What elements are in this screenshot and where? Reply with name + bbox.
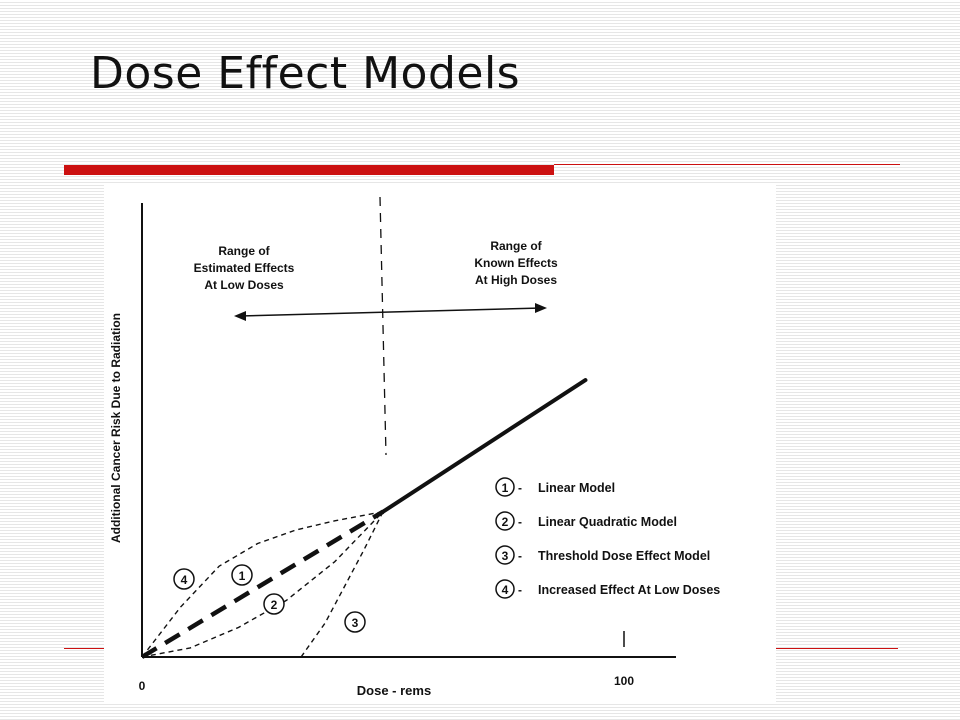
footer-rule-left	[64, 648, 104, 649]
legend-dash-1: -	[518, 481, 522, 495]
y-axis-label: Additional Cancer Risk Due to Radiation	[109, 313, 123, 543]
legend-label-1: Linear Model	[538, 481, 615, 495]
title-underline-thin	[554, 164, 900, 165]
legend-number-1: 1	[502, 481, 509, 495]
range-arrow-line	[238, 307, 543, 317]
footer-rule-right	[776, 648, 898, 649]
curve-label-2-text: 2	[271, 598, 278, 612]
low-region-line-1: Range of	[218, 244, 270, 258]
curve-label-4-text: 4	[181, 573, 188, 587]
legend-dash-3: -	[518, 549, 522, 563]
curve-label-1-text: 1	[239, 569, 246, 583]
high-region-line-3: At High Doses	[475, 273, 557, 287]
curve-label-3: 3	[344, 611, 366, 633]
curve-label-4: 4	[173, 568, 195, 590]
known-effect-line	[381, 378, 588, 514]
legend-label-2: Linear Quadratic Model	[538, 515, 677, 529]
series-linear-model	[140, 509, 385, 659]
series-threshold-dose-effect-model	[300, 511, 384, 658]
region-divider-line	[379, 196, 387, 456]
curve-label-2: 2	[263, 593, 285, 615]
series-linear-quadratic-model	[141, 511, 384, 658]
legend-dash-2: -	[518, 515, 522, 529]
slide-title: Dose Effect Models	[90, 48, 521, 99]
low-dose-region-label: Range of Estimated Effects At Low Doses	[194, 244, 295, 292]
high-region-line-1: Range of	[490, 239, 542, 253]
series-increased-effect-low-doses	[141, 511, 384, 658]
x-axis-label: Dose - rems	[357, 683, 431, 698]
legend-number-3: 3	[502, 549, 509, 563]
legend: 1 - Linear Model 2 - Linear Quadratic Mo…	[495, 477, 720, 599]
curve-label-1: 1	[231, 564, 253, 586]
high-dose-region-label: Range of Known Effects At High Doses	[474, 239, 558, 287]
curve-label-3-text: 3	[352, 616, 359, 630]
low-region-line-2: Estimated Effects	[194, 261, 295, 275]
title-underline-thick	[64, 165, 554, 175]
legend-number-2: 2	[502, 515, 509, 529]
legend-label-3: Threshold Dose Effect Model	[538, 549, 710, 563]
legend-item-increased-effect: 4 - Increased Effect At Low Doses	[495, 579, 720, 599]
dose-effect-chart: Dose - rems Additional Cancer Risk Due t…	[109, 196, 720, 698]
low-region-line-3: At Low Doses	[204, 278, 284, 292]
legend-item-linear-quadratic: 2 - Linear Quadratic Model	[495, 511, 677, 531]
range-arrow-left-head	[234, 311, 246, 321]
dose-effect-figure: Dose - rems Additional Cancer Risk Due t…	[104, 183, 776, 703]
legend-item-threshold: 3 - Threshold Dose Effect Model	[495, 545, 710, 565]
range-arrow-right-head	[535, 303, 547, 313]
high-region-line-2: Known Effects	[474, 256, 558, 270]
legend-number-4: 4	[502, 583, 509, 597]
legend-dash-4: -	[518, 583, 522, 597]
x-tick-label-0: 0	[139, 679, 146, 693]
legend-label-4: Increased Effect At Low Doses	[538, 583, 720, 597]
x-tick-label-100: 100	[614, 674, 634, 688]
legend-item-linear: 1 - Linear Model	[495, 477, 615, 497]
